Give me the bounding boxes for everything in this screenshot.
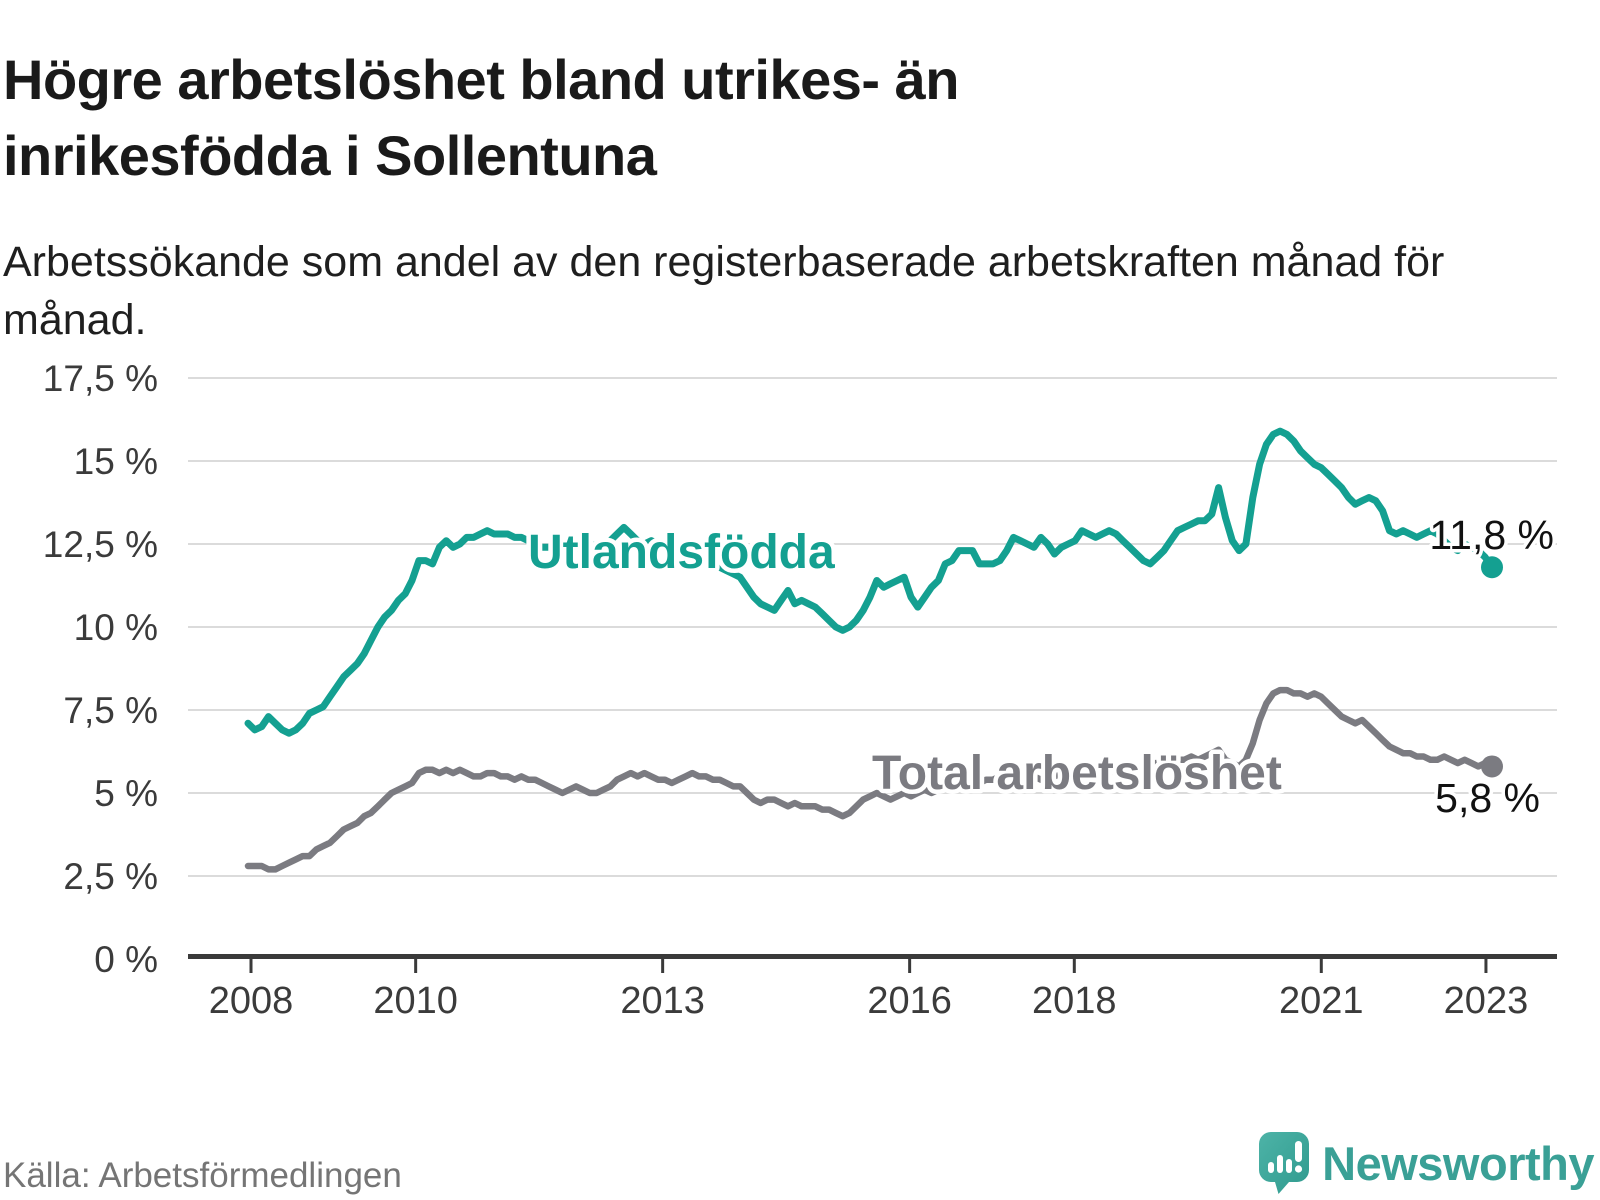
line-chart: 0 % 2,5 % 5 % 7,5 % 10 % 12,5 % 15 % 17,5 % 200… [43,358,1558,1022]
x-tick-label: 2023 [1444,980,1529,1022]
newsworthy-wordmark: Newsworthy [1322,1136,1594,1190]
series-line-utlandsfodda [244,427,1496,737]
y-tick-label: 15 % [74,441,158,482]
x-tick-label: 2013 [620,980,705,1022]
y-tick-label: 7,5 % [63,690,158,731]
x-tick-label: 2021 [1279,980,1364,1022]
series-name-label: Utlandsfödda [528,526,835,579]
series-end-dot-utlandsfodda [1481,556,1503,579]
logo-bar-small [1268,1162,1275,1173]
gridlines-group [188,377,1557,877]
series-end-dots-group [1481,556,1503,778]
source-caption: Källa: Arbetsförmedlingen [3,1156,402,1195]
y-tick-label: 17,5 % [43,358,158,399]
series-end-value-label: 5,8 % [1435,775,1540,821]
y-axis-labels-group: 0 % 2,5 % 5 % 7,5 % 10 % 12,5 % 15 % 17,5 % [43,358,158,980]
y-tick-label: 2,5 % [63,856,158,897]
series-labels-group: Utlandsfödda Total arbetslöshet 11,8 % 5,8 … [524,509,1558,825]
y-tick-label: 5 % [94,773,158,814]
x-tick-label: 2010 [373,980,458,1022]
logo-exclamation-dot [1295,1165,1303,1173]
logo-exclamation-bar [1295,1141,1303,1162]
x-tick-label: 2016 [867,980,952,1022]
page-title: Högre arbetslöshet bland utrikes- än inr… [3,47,959,187]
y-tick-label: 10 % [74,607,158,648]
newsworthy-logo: Newsworthy [1259,1132,1594,1194]
x-tick-label: 2018 [1032,980,1117,1022]
x-axis-group: 2008 2010 2013 2016 2018 2021 2023 [188,954,1557,1022]
page-subtitle: Arbetssökande som andel av den registerb… [3,238,1445,344]
series-end-value-label: 11,8 % [1429,512,1554,558]
x-tick-label: 2008 [209,980,294,1022]
series-name-label: Total arbetslöshet [872,747,1282,800]
logo-bar-mid [1286,1159,1293,1173]
y-tick-label: 12,5 % [43,524,158,565]
logo-bar-tall [1277,1155,1284,1173]
logo-bubble [1259,1132,1310,1194]
series-end-dot-total [1481,755,1503,778]
series-line-total [244,686,1496,873]
y-tick-label: 0 % [94,939,158,980]
series-lines-group [244,427,1496,873]
newsworthy-speech-bubble-bar-chart-icon [1259,1132,1310,1194]
